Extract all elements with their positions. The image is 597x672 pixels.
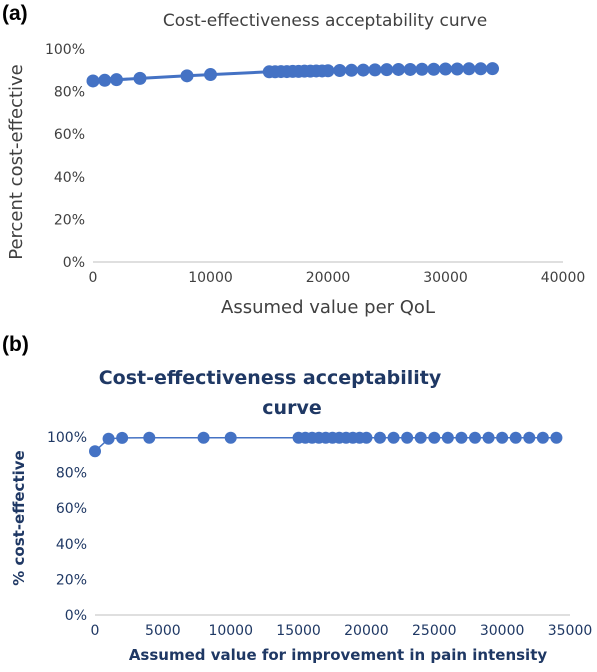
chart-b-data-point (536, 431, 549, 444)
chart-a-data-point (368, 63, 382, 77)
chart-b-data-point (469, 431, 481, 444)
chart-b-y-tick-label: 100% (47, 430, 87, 446)
chart-a-title: Cost-effectiveness acceptability curve (163, 11, 487, 31)
chart-a-data-point (450, 62, 464, 76)
chart-b-data-point (414, 431, 427, 444)
chart-a-data-point (321, 64, 335, 78)
chart-b-data-point (143, 431, 156, 444)
chart-b-data-point (523, 431, 536, 444)
chart-b-x-tick-label: 5000 (145, 623, 181, 639)
chart-a-data-point (110, 73, 123, 87)
chart-a-y-tick-label: 40% (54, 170, 85, 186)
chart-b-data-point (441, 431, 454, 444)
chart-a-x-tick-label: 0 (89, 270, 98, 286)
chart-b-points (89, 431, 563, 458)
chart-b-data-point (102, 432, 115, 445)
chart-b-title-line-2: curve (262, 397, 321, 419)
chart-b-data-point (496, 431, 509, 444)
chart-b-data-point (455, 431, 468, 444)
chart-a-data-point (204, 68, 217, 82)
chart-b-data-point (401, 431, 414, 444)
chart-a-x-tick-label: 20000 (306, 270, 351, 286)
chart-a-data-point (345, 63, 358, 77)
chart-a-y-tick-label: 0% (63, 255, 85, 271)
chart-a-data-point (427, 62, 441, 76)
chart-b-data-point (360, 431, 373, 444)
chart-a-x-ticks: 0 10000 20000 30000 40000 (89, 270, 586, 286)
chart-a-data-point (462, 62, 476, 76)
chart-b-data-point (428, 431, 441, 444)
chart-a-points (86, 62, 499, 88)
chart-b-y-tick-label: 20% (56, 572, 87, 588)
panel-label-b: (b) (2, 333, 29, 356)
chart-b-y-tick-label: 40% (56, 537, 87, 553)
panel-label-a: (a) (2, 2, 28, 25)
chart-a-data-point (439, 62, 452, 76)
chart-a-data-point (133, 71, 147, 85)
chart-b-y-tick-label: 80% (56, 466, 87, 482)
chart-a-x-tick-label: 30000 (423, 270, 468, 286)
chart-a-x-tick-label: 40000 (541, 270, 586, 286)
chart-b-x-tick-label: 15000 (276, 623, 321, 639)
chart-b-y-label: % cost-effective (10, 450, 28, 585)
chart-a-y-ticks: 0% 20% 40% 60% 80% 100% (45, 42, 85, 271)
chart-b-data-point (374, 431, 386, 444)
chart-a-data-point (415, 62, 429, 76)
chart-b: Cost-effectiveness acceptability curve 0… (10, 367, 592, 664)
chart-b-data-point (89, 445, 101, 458)
chart-a-y-tick-label: 100% (45, 42, 85, 58)
chart-b-data-point (224, 431, 237, 444)
chart-a-data-point (86, 74, 100, 88)
chart-b-x-tick-label: 30000 (480, 623, 525, 639)
chart-b-data-point (387, 431, 400, 444)
chart-b-data-point (482, 431, 495, 444)
chart-b-y-ticks: 0% 20% 40% 60% 80% 100% (47, 430, 87, 624)
chart-a-x-label: Assumed value per QoL (221, 297, 435, 318)
chart-b-x-tick-label: 0 (91, 623, 100, 639)
chart-a-y-tick-label: 80% (54, 85, 85, 101)
chart-b-title-line-1: Cost-effectiveness acceptability (99, 367, 442, 389)
chart-b-x-ticks: 0 5000 10000 15000 20000 25000 30000 35000 (91, 623, 593, 639)
chart-b-data-point (197, 431, 210, 444)
chart-b-data-point (550, 431, 563, 444)
chart-a-data-point (403, 62, 417, 76)
chart-a-data-point (486, 62, 499, 76)
chart-b-x-tick-label: 10000 (208, 623, 253, 639)
chart-a-data-point (180, 69, 194, 83)
chart-a-y-label: Percent cost-effective (6, 64, 27, 260)
chart-b-x-label: Assumed value for improvement in pain in… (129, 646, 548, 664)
chart-a-y-tick-label: 60% (54, 127, 85, 143)
chart-a-data-point (474, 62, 488, 76)
chart-b-x-tick-label: 20000 (344, 623, 389, 639)
chart-b-x-tick-label: 35000 (548, 623, 593, 639)
chart-a: Cost-effectiveness acceptability curve 0… (6, 11, 585, 318)
chart-a-data-point (392, 62, 405, 76)
chart-b-data-point (509, 431, 522, 444)
chart-b-data-point (116, 431, 129, 444)
chart-a-y-tick-label: 20% (54, 212, 85, 228)
chart-a-x-tick-label: 10000 (188, 270, 233, 286)
chart-b-y-tick-label: 60% (56, 501, 87, 517)
chart-a-data-point (333, 64, 347, 78)
chart-a-data-point (380, 63, 394, 77)
chart-b-y-tick-label: 0% (65, 608, 87, 624)
chart-a-data-point (98, 73, 112, 87)
chart-a-data-point (356, 63, 370, 77)
chart-b-x-tick-label: 25000 (412, 623, 457, 639)
